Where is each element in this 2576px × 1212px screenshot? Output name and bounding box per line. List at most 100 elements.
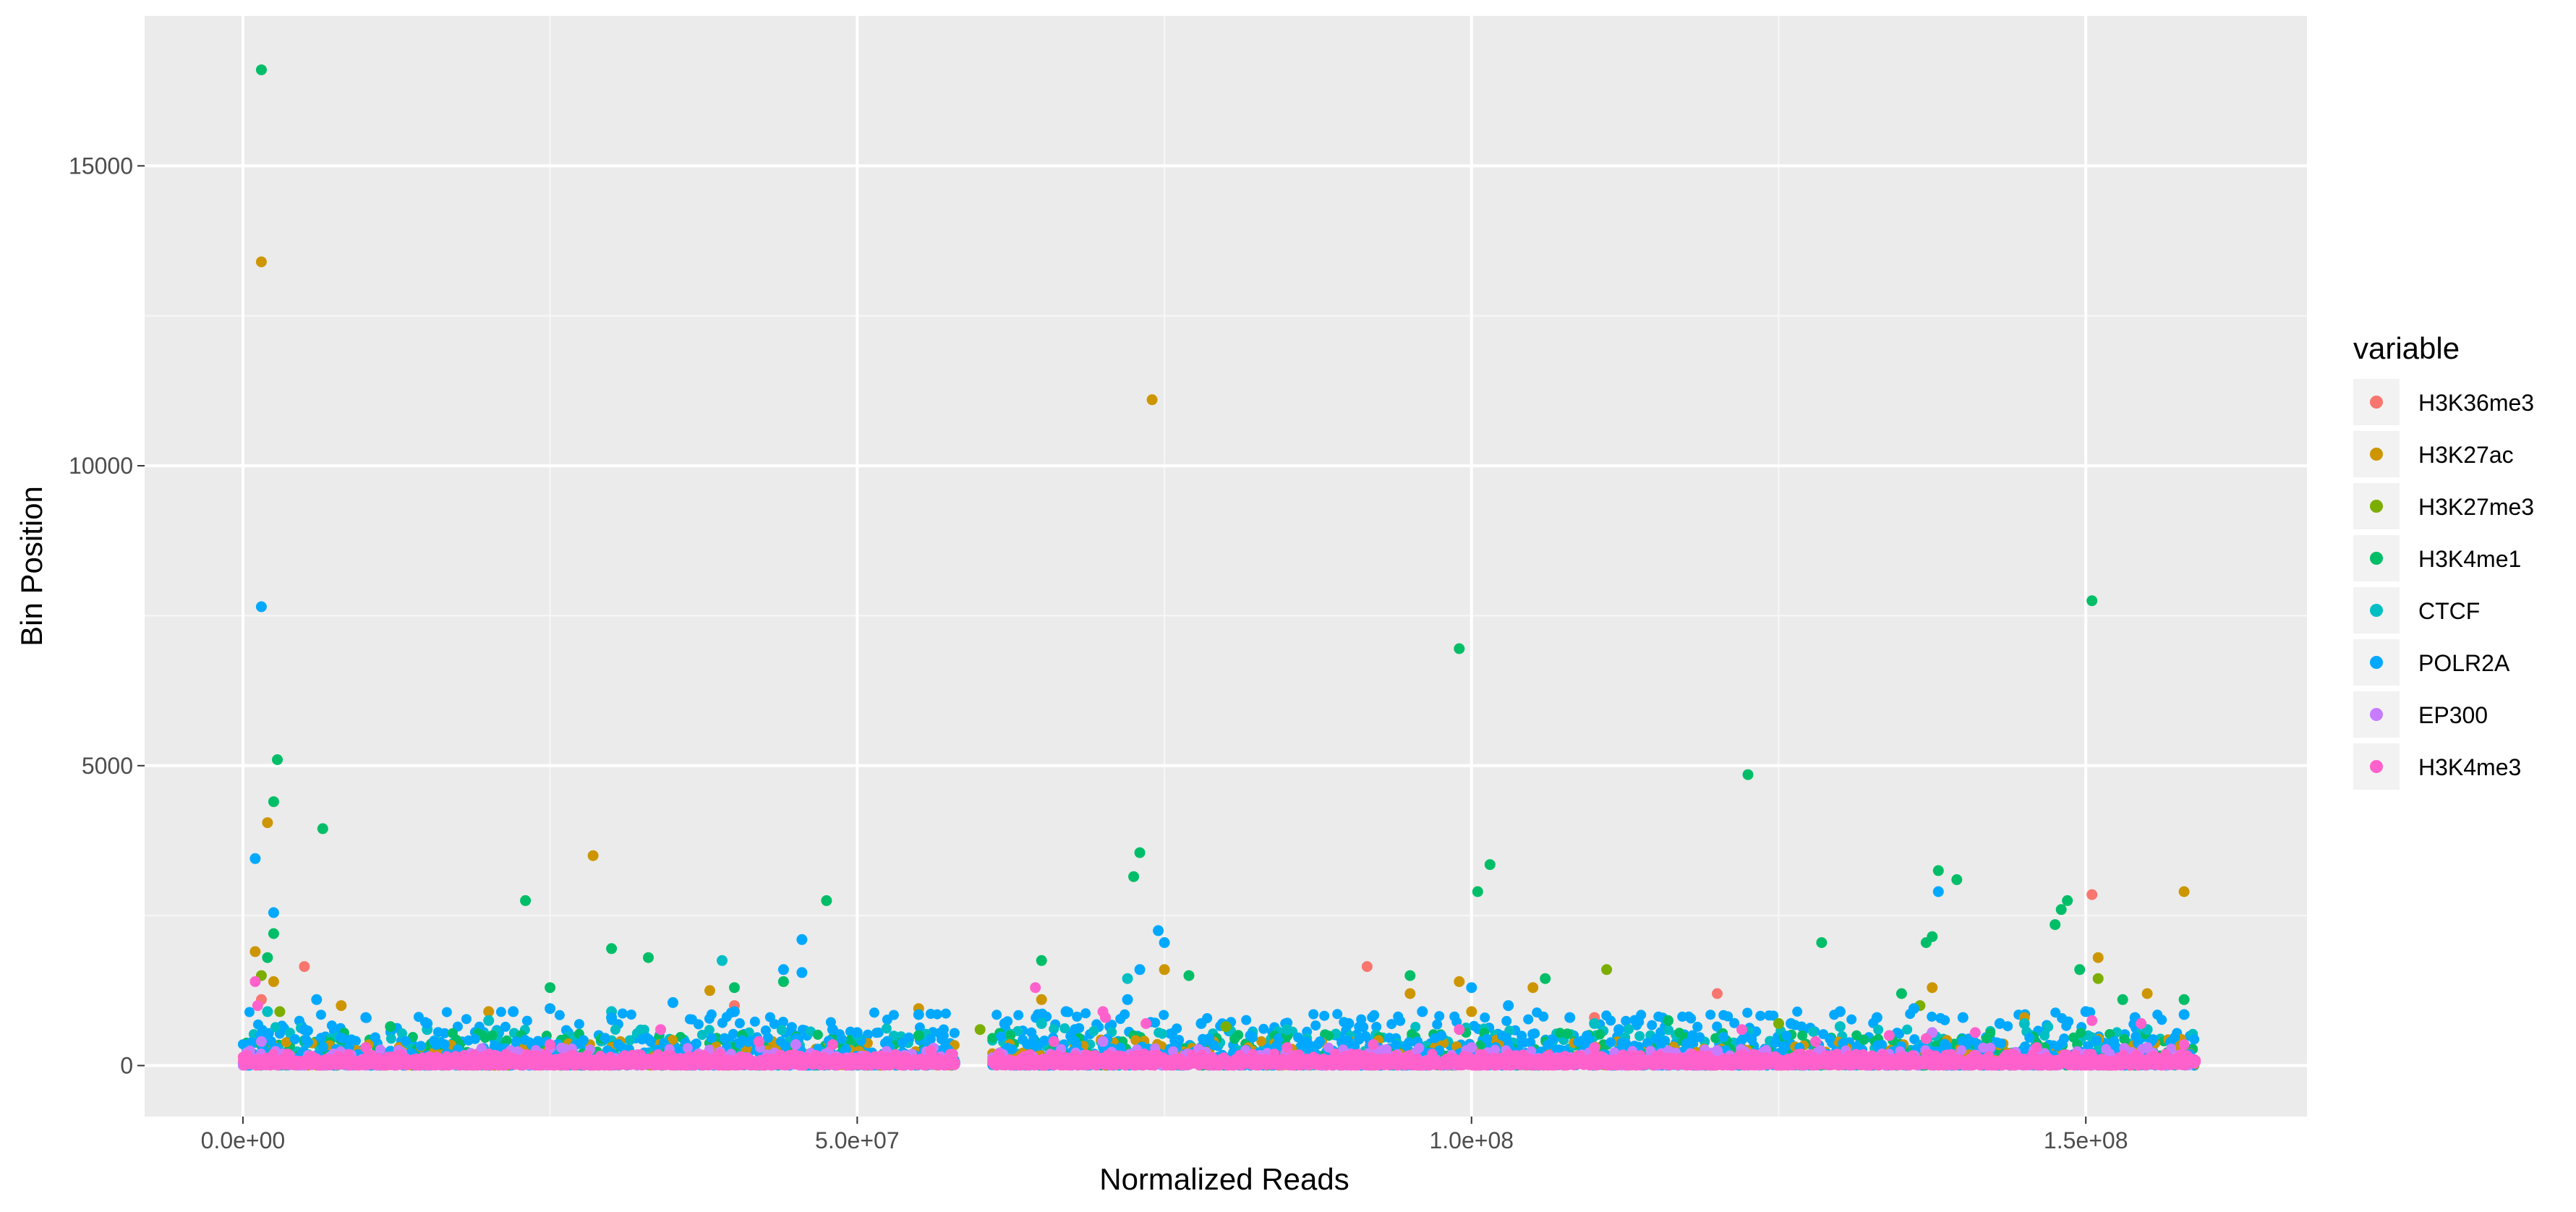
band-point-ctcf [386, 1033, 396, 1044]
band-point-polr2a [2063, 1017, 2073, 1027]
band-point-polr2a [1360, 1031, 1370, 1041]
band-point-polr2a [316, 1010, 326, 1020]
band-point-polr2a [318, 1042, 328, 1052]
band-point-polr2a [1007, 1044, 1017, 1054]
band-point-polr2a [1825, 1034, 1835, 1044]
band-point-polr2a [1358, 1022, 1368, 1032]
band-point-ctcf [1049, 1024, 1059, 1034]
band-point-polr2a [401, 1036, 411, 1046]
band-point-polr2a [1436, 1030, 1446, 1041]
band-point-polr2a [2024, 1033, 2034, 1043]
band-point-polr2a [1480, 1012, 1490, 1023]
band-point-polr2a [1525, 1037, 1535, 1047]
band-point-ctcf [610, 1025, 620, 1035]
band-point-polr2a [1755, 1011, 1765, 1021]
band-point-polr2a [1547, 1034, 1557, 1044]
band-point-ctcf [1624, 1024, 1634, 1034]
band-point-polr2a [1742, 1008, 1752, 1018]
band-point-polr2a [1434, 1011, 1444, 1021]
band-point-ctcf [777, 1025, 787, 1035]
band-point-ctcf [270, 1022, 281, 1032]
band-point-ctcf [1157, 1029, 1167, 1039]
band-point-polr2a [290, 1034, 300, 1044]
band-point-polr2a [303, 1037, 313, 1047]
band-point-polr2a [316, 1033, 326, 1043]
band-point-polr2a [600, 1033, 610, 1043]
band-point-polr2a [1747, 1034, 1757, 1044]
band-point-polr2a [1241, 1015, 1251, 1025]
band-point-polr2a [1686, 1013, 1696, 1023]
band-point-polr2a [1647, 1020, 1657, 1030]
band-point-h3k4me1 [1985, 1028, 1995, 1038]
band-point-polr2a [950, 1028, 960, 1038]
band-point-polr2a [2109, 1036, 2119, 1046]
band-point-polr2a [1779, 1041, 1789, 1051]
band-point-polr2a [1501, 1016, 1511, 1026]
band-point-polr2a [1636, 1010, 1646, 1020]
band-point-polr2a [1846, 1015, 1856, 1025]
band-point-polr2a [869, 1007, 879, 1017]
band-point-ctcf [1634, 1031, 1645, 1041]
band-point-ctcf [1902, 1025, 1912, 1035]
band-point-ctcf [2043, 1022, 2053, 1032]
band-point-polr2a [500, 1022, 511, 1032]
band-point-polr2a [1781, 1030, 1791, 1041]
band-point-h3k27ac [281, 1037, 291, 1047]
band-point-polr2a [338, 1033, 348, 1044]
band-point-ctcf [1873, 1025, 1883, 1035]
band-point-polr2a [646, 1037, 656, 1047]
band-point-polr2a [1482, 1034, 1492, 1044]
band-point-h3k4me3-base [950, 1057, 960, 1067]
band-point-polr2a [1332, 1009, 1342, 1019]
band-point-polr2a [720, 1033, 730, 1044]
band-point-polr2a [1927, 1012, 1937, 1022]
band-point-polr2a [1705, 1010, 1715, 1020]
band-point-polr2a [941, 1009, 951, 1019]
band-point-polr2a [1660, 1036, 1670, 1046]
band-point-polr2a [707, 1033, 717, 1043]
band-point-polr2a [735, 1018, 745, 1028]
band-point-polr2a [1310, 1020, 1321, 1030]
band-point-polr2a [574, 1019, 584, 1029]
band-point-polr2a [1530, 1028, 1540, 1038]
band-point-polr2a [728, 1029, 738, 1039]
band-point-ctcf [2039, 1030, 2050, 1041]
band-point-polr2a [618, 1009, 628, 1019]
band-point-polr2a [579, 1036, 589, 1046]
band-point-polr2a [1308, 1010, 1318, 1020]
band-point-polr2a [1718, 1032, 1728, 1042]
band-point-polr2a [691, 1038, 701, 1049]
band-point-polr2a [904, 1033, 914, 1043]
band-point-polr2a [496, 1007, 506, 1017]
band-point-ep300 [1956, 1045, 1966, 1055]
band-point-polr2a [1258, 1024, 1268, 1034]
band-point-polr2a [1605, 1037, 1616, 1047]
band-point-polr2a [707, 1010, 717, 1020]
band-point-h3k4me1 [1562, 1028, 1572, 1038]
band-point-polr2a [1877, 1040, 1887, 1050]
band-point-polr2a [533, 1036, 543, 1046]
band-point-polr2a [442, 1007, 452, 1017]
band-point-polr2a [1996, 1038, 2006, 1049]
plot-panel [145, 16, 2307, 1117]
band-point-polr2a [1391, 1040, 1401, 1050]
band-point-h3k4me1 [487, 1030, 498, 1041]
band-point-polr2a [1172, 1023, 1182, 1033]
band-point-polr2a [1119, 1010, 1130, 1020]
band-point-polr2a [522, 1016, 532, 1026]
band-point-polr2a [1159, 1010, 1169, 1020]
band-point-polr2a [1072, 1012, 1082, 1022]
band-point-polr2a [1404, 1038, 1414, 1048]
band-point-polr2a [440, 1039, 450, 1049]
band-point-polr2a [1013, 1010, 1023, 1020]
band-point-h3k4me1 [2076, 1028, 2086, 1038]
band-point-polr2a [244, 1007, 255, 1017]
band-point-polr2a [555, 1010, 565, 1020]
band-point-polr2a [370, 1033, 380, 1043]
band-point-polr2a [1074, 1023, 1084, 1033]
band-point-polr2a [926, 1034, 936, 1044]
band-point-polr2a [2091, 1036, 2102, 1046]
band-point-polr2a [461, 1014, 472, 1024]
band-point-polr2a [996, 1032, 1006, 1042]
